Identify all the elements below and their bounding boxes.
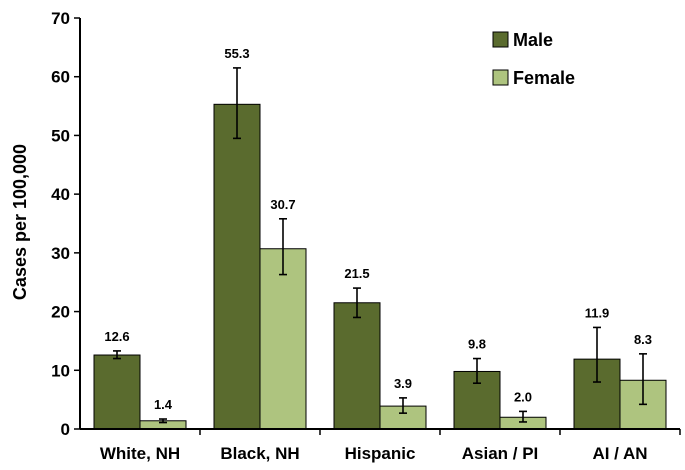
x-category-label: AI / AN <box>592 444 647 463</box>
y-tick-label: 40 <box>51 185 70 204</box>
legend: Male Female <box>492 30 575 88</box>
y-tick-label: 50 <box>51 126 70 145</box>
bar-male <box>213 103 261 430</box>
legend-swatch-male <box>492 31 509 48</box>
data-label: 12.6 <box>104 329 129 344</box>
y-tick-label: 0 <box>61 420 70 439</box>
data-label: 3.9 <box>394 376 412 391</box>
y-tick-label: 70 <box>51 9 70 28</box>
data-label: 9.8 <box>468 337 486 352</box>
x-category-label: White, NH <box>100 444 180 463</box>
legend-label-female: Female <box>513 68 575 88</box>
data-label: 21.5 <box>344 266 369 281</box>
x-category-label: Asian / PI <box>462 444 539 463</box>
bar-female <box>259 248 307 430</box>
y-tick-label: 10 <box>51 361 70 380</box>
data-label: 1.4 <box>154 397 173 412</box>
bar-male <box>333 302 381 430</box>
axes: 0 10 20 30 40 50 60 70 White, NH Black, NH Hispani… <box>51 9 681 463</box>
data-label: 55.3 <box>224 46 249 61</box>
y-tick-label: 30 <box>51 244 70 263</box>
y-axis-title: Cases per 100,000 <box>10 144 30 300</box>
y-tick-label: 60 <box>51 68 70 87</box>
y-tick-label: 20 <box>51 303 70 322</box>
data-label: 8.3 <box>634 332 652 347</box>
legend-label-male: Male <box>513 30 553 50</box>
bar-male <box>93 354 141 430</box>
bars: 12.6 1.4 55.3 30.7 21.5 3.9 9.8 2.0 11.9 8.3 <box>93 46 667 430</box>
data-label: 30.7 <box>270 197 295 212</box>
x-category-label: Hispanic <box>345 444 416 463</box>
legend-swatch-female <box>492 69 509 86</box>
data-label: 2.0 <box>514 389 532 404</box>
data-label: 11.9 <box>585 305 610 320</box>
x-category-label: Black, NH <box>220 444 299 463</box>
